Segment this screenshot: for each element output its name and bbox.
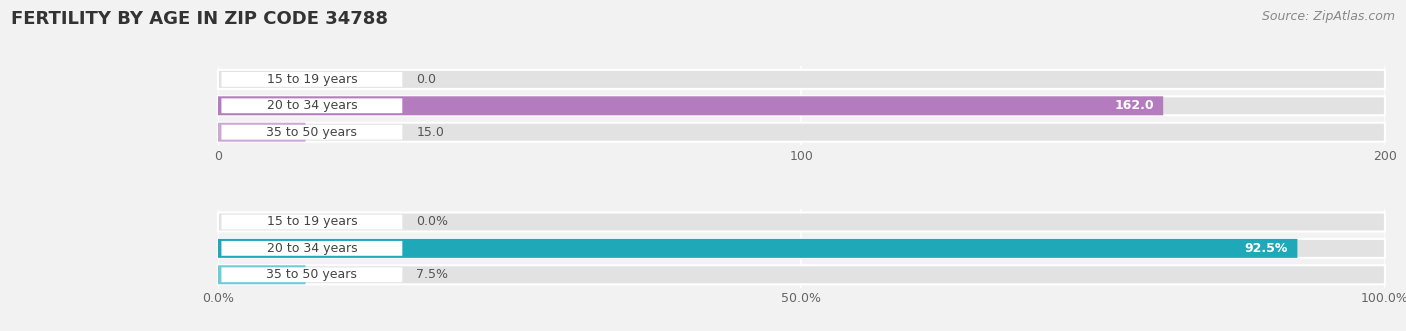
Text: 162.0: 162.0 bbox=[1114, 99, 1154, 112]
FancyBboxPatch shape bbox=[218, 70, 1385, 89]
Text: 15 to 19 years: 15 to 19 years bbox=[267, 215, 357, 228]
Text: 15.0: 15.0 bbox=[416, 126, 444, 139]
FancyBboxPatch shape bbox=[221, 125, 402, 140]
FancyBboxPatch shape bbox=[221, 98, 402, 113]
FancyBboxPatch shape bbox=[218, 96, 1163, 115]
Text: 20 to 34 years: 20 to 34 years bbox=[267, 242, 357, 255]
Text: 15 to 19 years: 15 to 19 years bbox=[267, 73, 357, 86]
Text: FERTILITY BY AGE IN ZIP CODE 34788: FERTILITY BY AGE IN ZIP CODE 34788 bbox=[11, 10, 388, 28]
FancyBboxPatch shape bbox=[221, 267, 402, 282]
FancyBboxPatch shape bbox=[218, 265, 1385, 284]
FancyBboxPatch shape bbox=[218, 239, 1385, 258]
FancyBboxPatch shape bbox=[221, 241, 402, 256]
Text: 35 to 50 years: 35 to 50 years bbox=[266, 268, 357, 281]
FancyBboxPatch shape bbox=[218, 213, 1385, 231]
FancyBboxPatch shape bbox=[218, 265, 305, 284]
FancyBboxPatch shape bbox=[218, 239, 1298, 258]
FancyBboxPatch shape bbox=[221, 72, 402, 87]
Text: 20 to 34 years: 20 to 34 years bbox=[267, 99, 357, 112]
Text: 0.0%: 0.0% bbox=[416, 215, 449, 228]
FancyBboxPatch shape bbox=[221, 214, 402, 229]
FancyBboxPatch shape bbox=[218, 123, 305, 142]
FancyBboxPatch shape bbox=[218, 123, 1385, 142]
Text: Source: ZipAtlas.com: Source: ZipAtlas.com bbox=[1261, 10, 1395, 23]
Text: 7.5%: 7.5% bbox=[416, 268, 449, 281]
FancyBboxPatch shape bbox=[218, 96, 1385, 115]
Text: 35 to 50 years: 35 to 50 years bbox=[266, 126, 357, 139]
Text: 0.0: 0.0 bbox=[416, 73, 436, 86]
Text: 92.5%: 92.5% bbox=[1244, 242, 1288, 255]
